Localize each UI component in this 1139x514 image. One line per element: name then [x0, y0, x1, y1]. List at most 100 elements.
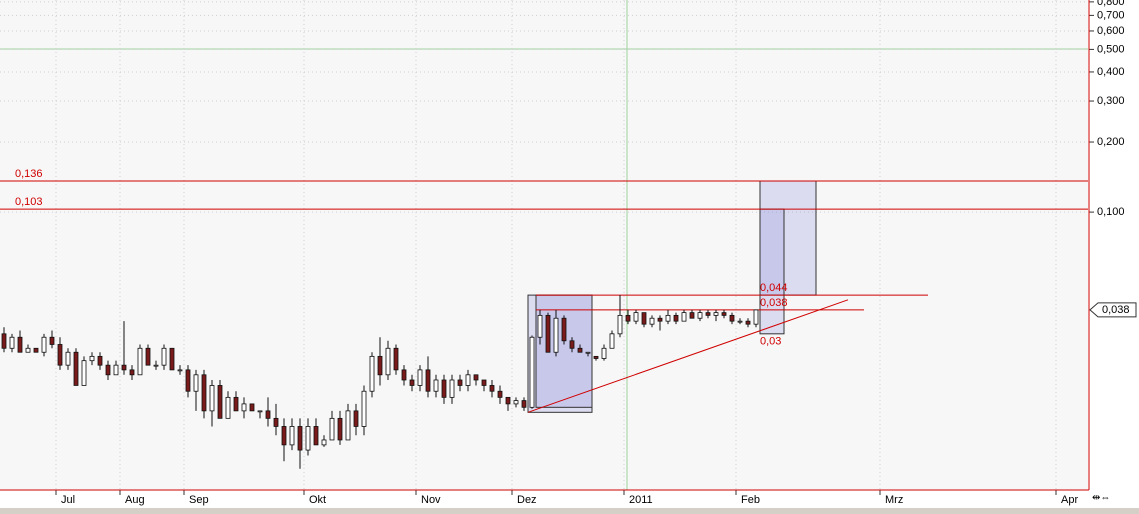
candle-body — [65, 351, 71, 366]
candle-body — [273, 417, 279, 427]
candle-body — [81, 360, 87, 386]
candle-body — [249, 403, 255, 412]
candle-body — [345, 410, 351, 441]
candle-body — [617, 314, 623, 335]
candle-body — [449, 379, 455, 398]
candle-body — [153, 364, 159, 367]
status-strip — [0, 508, 1139, 514]
candle-body — [521, 400, 527, 408]
candle-body — [721, 312, 727, 316]
candle-body — [689, 312, 695, 319]
x-tick-label: Aug — [125, 494, 145, 506]
trendline — [527, 299, 849, 413]
candle-body — [353, 410, 359, 427]
candle-body — [729, 314, 735, 322]
candle-body — [569, 340, 575, 349]
candle-body — [121, 364, 127, 371]
candle-body — [697, 312, 703, 319]
last-price-label: 0,038 — [1102, 304, 1130, 316]
candle-body — [705, 312, 711, 316]
candle-body — [89, 355, 95, 362]
candle-body — [553, 317, 559, 353]
candle-body — [377, 355, 383, 376]
candle-body — [609, 333, 615, 349]
candle-body — [145, 347, 151, 366]
candle-body — [321, 439, 327, 446]
candle-body — [745, 320, 751, 325]
candle-body — [361, 390, 367, 427]
candle-body — [425, 369, 431, 392]
candle-body — [73, 351, 79, 386]
y-tick-label: 0,700 — [1097, 9, 1125, 21]
level-label: 0,136 — [15, 168, 43, 180]
candle-body — [225, 396, 231, 419]
candle-body — [369, 355, 375, 392]
candle-body — [537, 314, 543, 338]
candle-body — [393, 347, 399, 371]
x-tick-label: Apr — [1061, 494, 1078, 506]
candle-body — [649, 317, 655, 325]
candle-body — [457, 379, 463, 386]
candle-body — [177, 369, 183, 372]
y-tick-label: 0,800 — [1097, 0, 1125, 8]
candle-body — [161, 347, 167, 366]
y-tick-label: 0,500 — [1097, 43, 1125, 55]
candle-body — [545, 314, 551, 353]
candle-body — [433, 379, 439, 392]
candle-body — [193, 374, 199, 392]
candle-body — [233, 396, 239, 412]
x-tick-label: 2011 — [629, 494, 653, 506]
candle-body — [33, 347, 39, 353]
last-price-box — [1089, 302, 1137, 318]
x-tick-label: Jul — [61, 494, 75, 506]
candle-body — [257, 410, 263, 413]
candle-body — [57, 344, 63, 366]
candle-body — [633, 312, 639, 322]
x-tick-label: Nov — [421, 494, 441, 506]
range-box — [759, 208, 785, 335]
y-tick-label: 0,300 — [1097, 95, 1125, 107]
y-tick-label: 0,200 — [1097, 136, 1125, 148]
range-box — [527, 294, 593, 413]
candle-body — [385, 347, 391, 376]
candle-body — [297, 426, 303, 451]
y-axis-panel — [1089, 0, 1139, 508]
candle-body — [737, 320, 743, 323]
candle-body — [681, 312, 687, 322]
candle-body — [289, 426, 295, 446]
candle-body — [97, 355, 103, 366]
candle-body — [593, 355, 599, 359]
candle-body — [513, 400, 519, 405]
candle-body — [137, 347, 143, 376]
candle-body — [713, 312, 719, 316]
candle-body — [473, 374, 479, 381]
candle-body — [601, 347, 607, 359]
candle-body — [169, 347, 175, 371]
candle-body — [497, 390, 503, 398]
range-box — [535, 294, 593, 408]
x-tick-label: Sep — [189, 494, 209, 506]
y-tick-label: 0,100 — [1097, 206, 1125, 218]
candle-body — [49, 336, 55, 345]
candle-body — [665, 314, 671, 322]
scroll-icons[interactable]: ⇹⇔ — [1092, 493, 1110, 504]
candle-body — [41, 336, 47, 353]
y-tick-label: 0,400 — [1097, 66, 1125, 78]
x-tick-label: Dez — [517, 494, 537, 506]
candle-body — [329, 417, 335, 441]
candle-body — [25, 347, 31, 353]
candle-body — [217, 385, 223, 419]
candle-body — [673, 314, 679, 322]
candle-body — [577, 347, 583, 353]
candle-body — [657, 317, 663, 322]
candle-body — [529, 336, 535, 408]
level-label: 0,103 — [15, 196, 43, 208]
candle-body — [585, 351, 591, 354]
candle-body — [641, 312, 647, 325]
candle-body — [313, 426, 319, 446]
candle-body — [113, 364, 119, 376]
candle-body — [129, 369, 135, 376]
candle-body — [481, 379, 487, 386]
candle-body — [105, 364, 111, 376]
